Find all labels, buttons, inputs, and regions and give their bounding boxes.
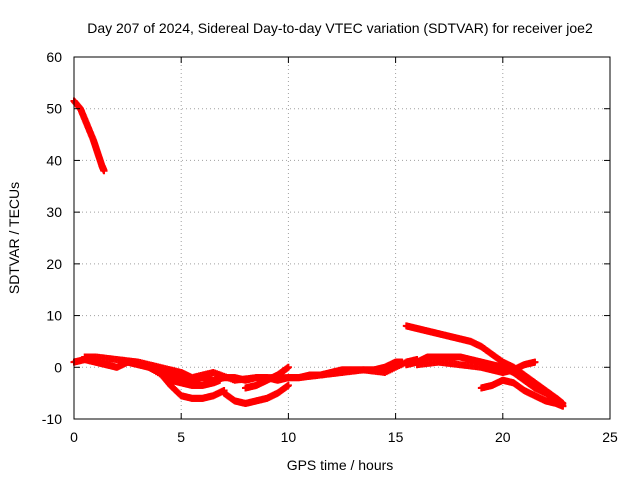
data-point <box>531 358 539 366</box>
x-tick-label: 5 <box>177 429 185 445</box>
y-tick-label: -10 <box>42 411 62 427</box>
data-point <box>284 363 292 371</box>
series-track-a <box>70 97 108 175</box>
plot-frame <box>73 56 611 420</box>
y-axis-label: SDTVAR / TECUs <box>6 182 22 294</box>
y-tick-label: 30 <box>46 204 62 220</box>
grid <box>74 57 610 419</box>
series-track-d <box>145 363 224 389</box>
series-track-f <box>220 381 292 407</box>
x-axis-label: GPS time / hours <box>287 457 394 473</box>
y-tick-label: 40 <box>46 152 62 168</box>
series-track-k <box>477 376 567 410</box>
x-tick-label: 0 <box>70 429 78 445</box>
chart-title: Day 207 of 2024, Sidereal Day-to-day VTE… <box>87 20 593 36</box>
series-track-g <box>242 363 292 392</box>
y-tick-label: 10 <box>46 308 62 324</box>
y-tick-label: 0 <box>54 359 62 375</box>
y-tick-label: 20 <box>46 256 62 272</box>
axis-ticks: 0 5 10 15 20 25 -10 0 10 20 30 40 50 60 <box>42 49 618 445</box>
x-tick-label: 10 <box>281 429 297 445</box>
data-points <box>70 97 567 410</box>
data-point <box>559 402 567 410</box>
series-track-c <box>81 353 421 384</box>
x-tick-label: 25 <box>602 429 618 445</box>
series-track-j <box>413 358 539 376</box>
y-tick-label: 60 <box>46 49 62 65</box>
data-point <box>216 376 224 384</box>
y-tick-label: 50 <box>46 101 62 117</box>
x-tick-label: 20 <box>495 429 511 445</box>
series-track-e <box>156 368 228 402</box>
data-point <box>284 381 292 389</box>
x-tick-label: 15 <box>388 429 404 445</box>
data-point <box>100 167 108 175</box>
